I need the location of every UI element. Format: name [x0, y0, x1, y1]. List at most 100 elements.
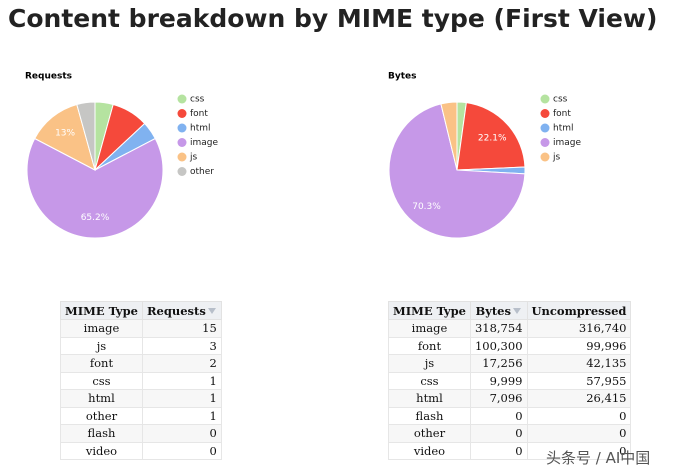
legend-swatch [177, 94, 187, 104]
header-text: MIME Type [393, 303, 466, 318]
sort-arrow [207, 307, 216, 314]
slice-label: 13% [55, 128, 75, 138]
mime-type: html [60, 389, 143, 408]
legend-swatch [540, 152, 550, 162]
mime-type: flash [60, 424, 143, 443]
table-row: css 9,999 57,955 [388, 371, 632, 390]
pie-slice [388, 103, 526, 239]
table-row: other 1 [60, 406, 222, 425]
watermark: 头条号 / AI中国 [546, 449, 651, 467]
legend-label: font [553, 109, 571, 119]
pie-slice [440, 101, 458, 171]
value-cell: 15 [141, 319, 222, 338]
mime-type: image [388, 319, 471, 338]
bytes-table: MIME Type Bytes Uncompressed image 318,754 31… [388, 301, 632, 460]
legend-swatch [540, 138, 550, 147]
table-row: font 2 [60, 354, 222, 373]
legend-label: js [552, 153, 561, 163]
header-row: MIME Type Bytes Uncompressed [388, 301, 632, 320]
legend-swatch [540, 123, 550, 133]
legend-label: html [190, 124, 211, 134]
slice-label: 65.2% [81, 213, 110, 223]
header-text: Requests [146, 303, 206, 318]
legend-label: font [190, 109, 208, 119]
value-cell: 1 [141, 389, 222, 408]
mime-type: css [60, 371, 143, 390]
legend-label: css [553, 95, 568, 105]
pie-slice [76, 101, 96, 171]
table-row: other 0 0 [388, 424, 632, 443]
table-row: image 15 [60, 319, 222, 338]
column-header[interactable]: Bytes [469, 301, 528, 320]
header-text: Uncompressed [531, 303, 627, 318]
value-cell: 0 [469, 406, 528, 425]
column-header[interactable]: Uncompressed [526, 301, 632, 320]
legend-swatch [177, 109, 187, 118]
mime-type: video [388, 441, 471, 460]
column-header[interactable]: MIME Type [388, 301, 471, 320]
slice-label: 22.1% [478, 133, 507, 143]
value-cell: 0 [526, 424, 632, 443]
column-header[interactable]: MIME Type [60, 301, 143, 320]
pie-slice [456, 102, 526, 171]
header-row: MIME Type Requests [60, 301, 222, 320]
legend-swatch [177, 167, 187, 176]
value-cell: 7,096 [469, 389, 528, 408]
value-cell: 57,955 [526, 371, 632, 390]
mime-type: other [60, 406, 143, 425]
table-row: html 1 [60, 389, 222, 408]
pie-slice [26, 137, 164, 239]
legend-swatch [177, 152, 187, 162]
mime-type: css [388, 371, 471, 390]
legend-label: image [190, 138, 218, 148]
mime-type: font [60, 354, 143, 373]
value-cell: 0 [141, 424, 222, 443]
table-row: css 1 [60, 371, 222, 390]
sort-icon [512, 307, 521, 314]
header-text: Bytes [475, 303, 511, 318]
table-row: video 0 [60, 441, 222, 460]
legend-swatch [540, 94, 550, 104]
legend-swatch [177, 123, 187, 133]
value-cell: 17,256 [469, 354, 528, 373]
value-cell: 1 [141, 371, 222, 390]
value-cell: 0 [469, 441, 528, 460]
table-row: js 3 [60, 336, 222, 355]
chart-title: Bytes [388, 72, 417, 82]
mime-type: font [388, 336, 471, 355]
value-cell: 42,135 [526, 354, 632, 373]
header-text: MIME Type [65, 303, 138, 318]
table-row: image 318,754 316,740 [388, 319, 632, 338]
legend-label: css [190, 95, 205, 105]
mime-type: flash [388, 406, 471, 425]
value-cell: 0 [469, 424, 528, 443]
value-cell: 0 [526, 406, 632, 425]
value-cell: 2 [141, 354, 222, 373]
value-cell: 3 [141, 336, 222, 355]
sort-arrow [512, 307, 521, 314]
mime-type: video [60, 441, 143, 460]
column-header[interactable]: Requests [141, 301, 222, 320]
table-row: html 7,096 26,415 [388, 389, 632, 408]
legend-label: js [189, 153, 198, 163]
mime-type: js [60, 336, 143, 355]
value-cell: 99,996 [526, 336, 632, 355]
value-cell: 0 [526, 441, 632, 460]
page-title: Content breakdown by MIME type (First Vi… [8, 4, 658, 33]
value-cell: 100,300 [469, 336, 528, 355]
table-row: js 17,256 42,135 [388, 354, 632, 373]
legend-label: image [553, 138, 581, 148]
table-row: flash 0 0 [388, 406, 632, 425]
value-cell: 0 [141, 441, 222, 460]
legend-label: other [190, 167, 214, 177]
legend-swatch [540, 109, 550, 118]
slice-label: 70.3% [412, 202, 441, 212]
mime-type: other [388, 424, 471, 443]
chart-title: Requests [25, 72, 72, 82]
table-row: video 0 0 [388, 441, 632, 460]
mime-type: image [60, 319, 143, 338]
legend-swatch [177, 138, 187, 147]
charts: Requests 65.2% 13% css font html image js other B… [25, 72, 581, 239]
table-row: flash 0 [60, 424, 222, 443]
